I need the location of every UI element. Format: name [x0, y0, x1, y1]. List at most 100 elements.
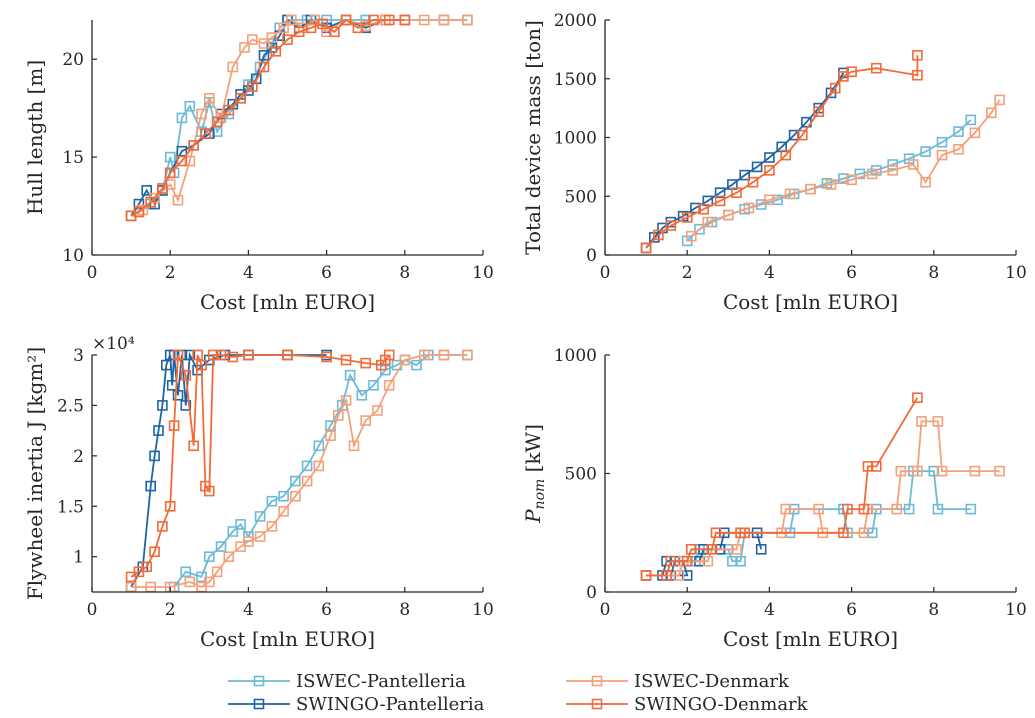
data-point	[702, 216, 714, 228]
x-tick-label: 0	[87, 263, 98, 283]
data-point	[227, 61, 239, 73]
data-point	[282, 349, 293, 361]
data-point	[207, 349, 219, 361]
data-point	[168, 420, 180, 431]
data-point	[243, 536, 254, 547]
series-line-iswec-denmark	[690, 99, 1001, 237]
data-point	[157, 400, 168, 411]
data-point	[920, 176, 931, 188]
data-point	[266, 521, 278, 532]
data-point	[141, 561, 152, 573]
data-point	[301, 460, 313, 472]
data-point	[149, 450, 160, 462]
series-line-iswec-pantelleria	[646, 470, 971, 577]
data-point	[681, 555, 693, 567]
data-point	[247, 81, 258, 92]
data-point	[383, 14, 395, 26]
x-tick-label: 4	[764, 263, 775, 283]
data-point	[313, 460, 325, 472]
data-point	[344, 369, 356, 381]
data-point	[685, 543, 697, 555]
data-point	[266, 495, 278, 507]
data-point	[751, 161, 763, 173]
data-point	[661, 570, 672, 581]
data-point	[665, 555, 677, 567]
data-point	[313, 440, 325, 452]
data-point	[227, 351, 239, 363]
legend-item: SWINGO-Denmark	[566, 694, 809, 715]
data-point	[235, 93, 246, 104]
x-tick-label: 4	[243, 600, 254, 620]
data-point	[912, 465, 923, 477]
data-point	[188, 440, 199, 452]
data-point	[846, 174, 857, 186]
data-point	[161, 359, 172, 371]
data-point	[739, 527, 751, 539]
data-point	[418, 349, 430, 361]
x-tick-label: 8	[928, 263, 939, 283]
x-tick-label: 0	[87, 600, 98, 620]
legend-item: SWINGO-Pantelleria	[228, 694, 485, 715]
data-point	[784, 188, 796, 200]
data-point	[994, 465, 1005, 477]
data-point	[157, 521, 168, 532]
data-point	[936, 465, 948, 477]
series-line-iswec-denmark	[131, 354, 468, 589]
data-point	[887, 159, 899, 170]
data-point	[895, 465, 907, 477]
data-point	[289, 490, 301, 502]
data-point	[180, 369, 192, 381]
data-point	[858, 527, 870, 539]
data-point	[196, 359, 207, 371]
data-point	[180, 566, 192, 578]
data-point	[936, 136, 948, 148]
data-point	[842, 503, 853, 515]
y-tick-label: 10	[62, 246, 84, 266]
data-point	[153, 425, 164, 436]
y-tick-label: 1000	[554, 129, 597, 149]
y-tick-label: 1	[73, 548, 84, 568]
data-point	[383, 379, 395, 391]
data-point	[340, 14, 352, 26]
series-group	[125, 14, 473, 222]
data-point	[211, 566, 223, 578]
data-point	[702, 555, 714, 567]
data-point	[969, 465, 981, 477]
data-point	[438, 349, 450, 361]
y-tick-label: 1.5	[57, 497, 84, 517]
data-point	[854, 168, 866, 180]
data-point	[735, 555, 746, 567]
x-tick-label: 10	[1005, 263, 1027, 283]
data-point	[838, 527, 849, 539]
data-point	[239, 42, 250, 53]
y-axis-label: Hull length [m]	[23, 60, 47, 215]
data-point	[325, 430, 336, 442]
legend-label: SWINGO-Denmark	[634, 694, 809, 715]
data-point	[920, 146, 931, 157]
data-point	[838, 173, 849, 184]
data-point	[196, 108, 207, 120]
data-point	[907, 159, 919, 170]
data-point	[411, 359, 422, 371]
data-point	[694, 223, 705, 235]
data-point	[681, 212, 693, 223]
data-point	[247, 34, 258, 45]
x-tick-label: 2	[165, 263, 176, 283]
legend-marker	[591, 698, 603, 710]
data-point	[164, 167, 176, 179]
data-point	[685, 230, 697, 242]
legend-item: ISWEC-Denmark	[566, 671, 790, 692]
x-tick-label: 6	[846, 263, 857, 283]
y-tick-label: 2	[73, 447, 84, 467]
x-tick-label: 4	[764, 600, 775, 620]
data-point	[796, 129, 808, 141]
data-point	[714, 195, 726, 207]
series-group	[125, 349, 473, 593]
data-point	[258, 38, 270, 49]
data-point	[215, 349, 227, 361]
data-point	[184, 576, 196, 588]
data-point	[399, 14, 411, 26]
data-point	[176, 155, 188, 167]
y-tick-label: 20	[62, 50, 84, 70]
y-axis-label: Total device mass [ton]	[521, 20, 545, 255]
